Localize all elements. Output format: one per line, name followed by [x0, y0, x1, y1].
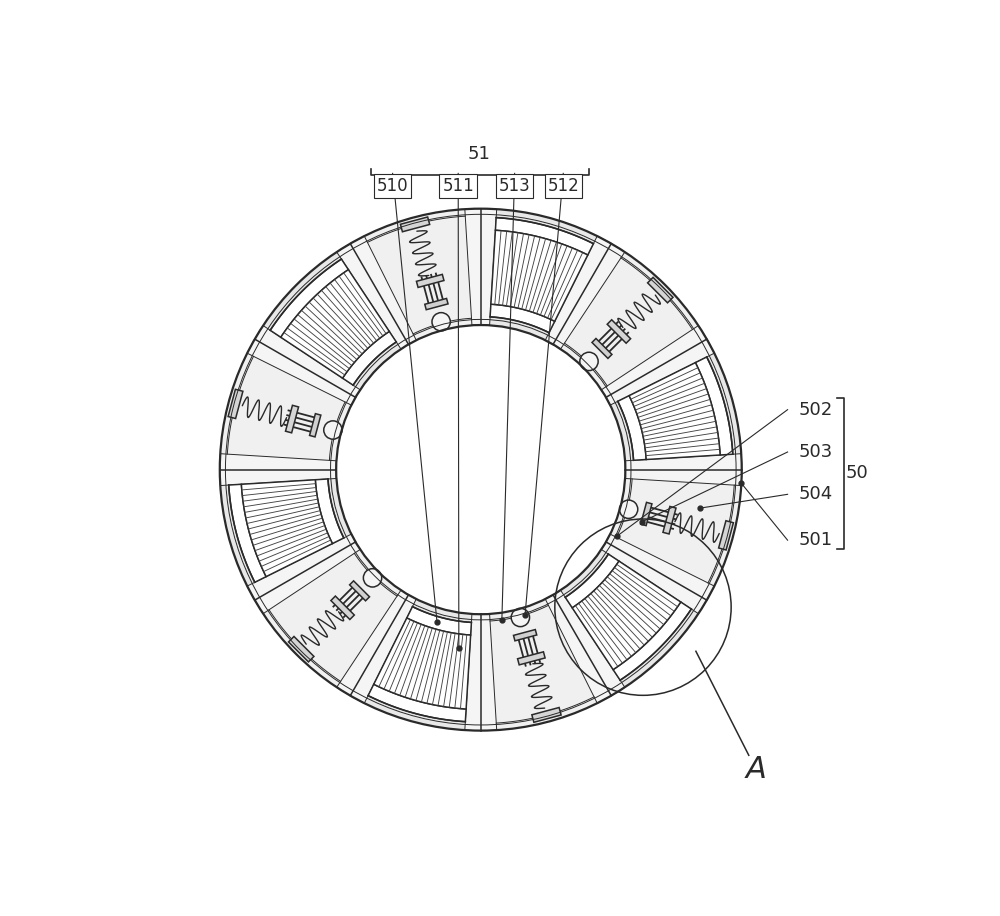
- Polygon shape: [545, 590, 625, 703]
- Polygon shape: [513, 629, 537, 641]
- Text: 501: 501: [798, 531, 832, 550]
- Polygon shape: [518, 652, 545, 665]
- Polygon shape: [281, 269, 389, 378]
- Polygon shape: [337, 590, 416, 703]
- Polygon shape: [532, 707, 561, 723]
- Polygon shape: [491, 230, 588, 322]
- Polygon shape: [490, 304, 555, 333]
- Polygon shape: [241, 480, 332, 577]
- Polygon shape: [629, 363, 720, 460]
- Circle shape: [511, 608, 530, 627]
- Polygon shape: [465, 614, 497, 731]
- Text: 503: 503: [798, 443, 832, 461]
- Polygon shape: [625, 453, 742, 485]
- Circle shape: [580, 353, 598, 371]
- Circle shape: [432, 312, 450, 331]
- Polygon shape: [286, 405, 299, 433]
- Text: 503: 503: [798, 443, 832, 461]
- Polygon shape: [641, 502, 652, 526]
- Polygon shape: [561, 252, 698, 390]
- Polygon shape: [310, 414, 321, 437]
- Polygon shape: [220, 209, 742, 731]
- Polygon shape: [407, 606, 471, 635]
- Polygon shape: [416, 275, 444, 288]
- Polygon shape: [618, 396, 646, 460]
- Polygon shape: [364, 209, 472, 340]
- Polygon shape: [247, 534, 360, 614]
- Polygon shape: [545, 236, 625, 349]
- Text: 512: 512: [547, 177, 579, 195]
- Polygon shape: [343, 332, 396, 385]
- Polygon shape: [592, 339, 612, 358]
- Polygon shape: [228, 389, 243, 419]
- Polygon shape: [247, 325, 360, 405]
- Text: 51: 51: [467, 145, 490, 163]
- Text: 512: 512: [547, 177, 579, 195]
- Polygon shape: [572, 562, 681, 670]
- Polygon shape: [495, 218, 593, 255]
- Text: 504: 504: [798, 485, 832, 503]
- Polygon shape: [610, 478, 741, 586]
- Polygon shape: [425, 299, 448, 310]
- Polygon shape: [315, 479, 344, 543]
- Text: 510: 510: [377, 177, 408, 195]
- Polygon shape: [663, 507, 676, 534]
- Text: 511: 511: [442, 177, 474, 195]
- Text: 511: 511: [442, 177, 474, 195]
- Circle shape: [363, 569, 382, 587]
- Polygon shape: [695, 357, 733, 455]
- Polygon shape: [607, 320, 631, 344]
- Text: 50: 50: [845, 464, 868, 482]
- Polygon shape: [263, 550, 401, 687]
- Text: 513: 513: [499, 177, 530, 195]
- Text: 510: 510: [377, 177, 408, 195]
- Polygon shape: [613, 602, 691, 681]
- Text: 502: 502: [798, 400, 832, 419]
- Polygon shape: [331, 596, 354, 619]
- Polygon shape: [220, 354, 351, 461]
- Polygon shape: [229, 485, 266, 583]
- Polygon shape: [400, 217, 430, 232]
- Text: 513: 513: [499, 177, 530, 195]
- Text: 502: 502: [798, 400, 832, 419]
- Polygon shape: [220, 453, 336, 485]
- Polygon shape: [601, 534, 714, 614]
- Text: 501: 501: [798, 531, 832, 550]
- Polygon shape: [288, 637, 314, 662]
- Text: A: A: [745, 755, 766, 784]
- Circle shape: [619, 500, 638, 518]
- Polygon shape: [368, 684, 466, 722]
- Polygon shape: [565, 554, 619, 608]
- Polygon shape: [601, 325, 714, 405]
- Polygon shape: [350, 581, 370, 601]
- Polygon shape: [374, 618, 471, 709]
- Polygon shape: [648, 278, 673, 303]
- Polygon shape: [490, 599, 597, 730]
- Polygon shape: [719, 520, 733, 550]
- Polygon shape: [270, 259, 348, 337]
- Polygon shape: [465, 209, 497, 325]
- Circle shape: [324, 420, 342, 439]
- Text: 504: 504: [798, 485, 832, 503]
- Polygon shape: [337, 236, 416, 349]
